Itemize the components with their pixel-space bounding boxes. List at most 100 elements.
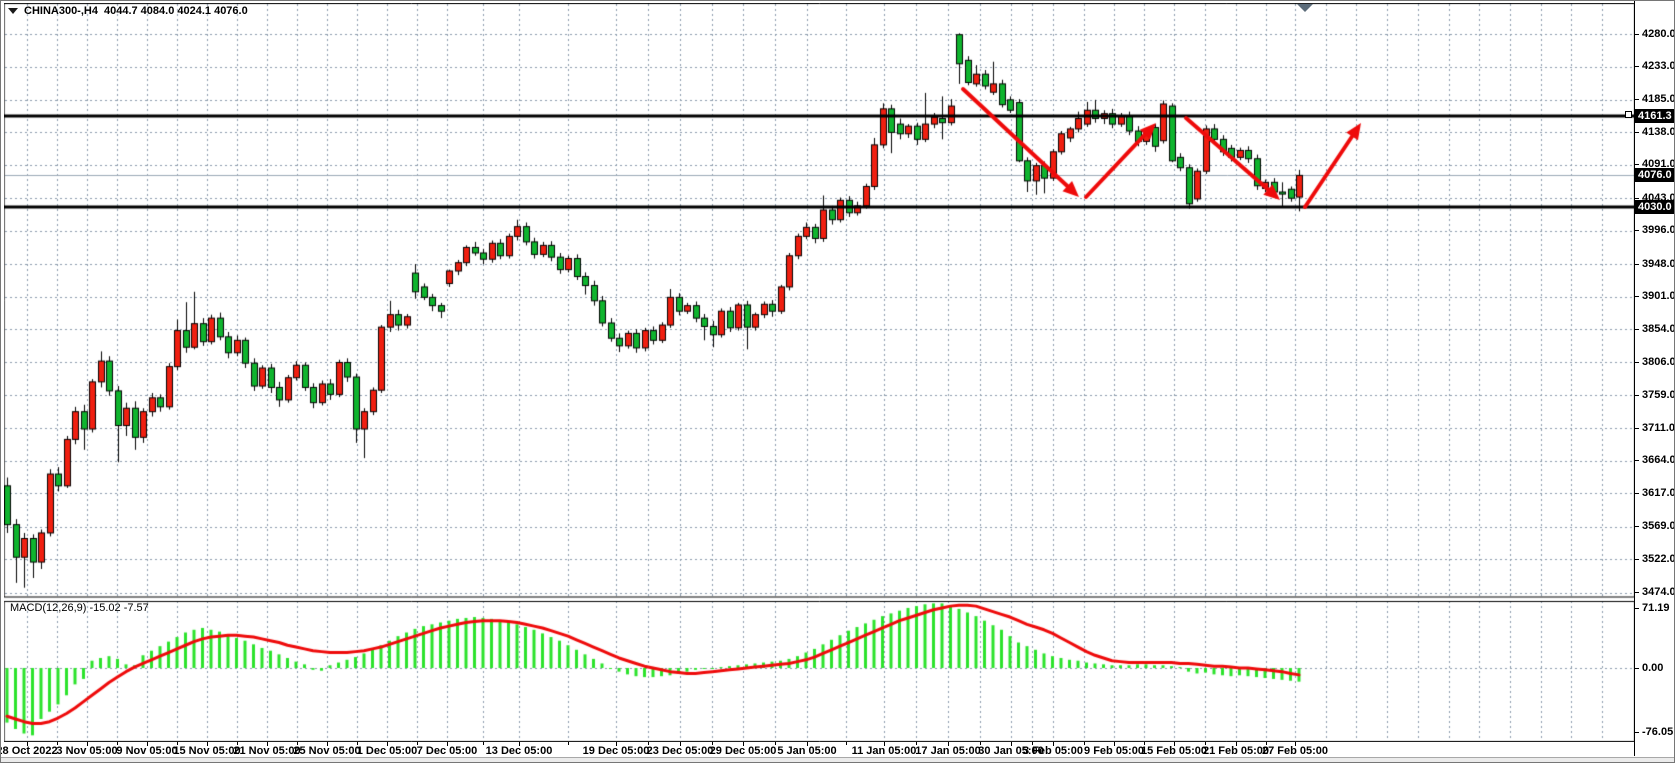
date-axis-tick	[267, 742, 268, 746]
price-axis-label: 4091.0	[1642, 158, 1675, 171]
date-axis-label: 30 Jan 05:00	[978, 745, 1044, 757]
price-axis-tick	[1635, 296, 1639, 298]
price-axis-label: 4233.0	[1642, 60, 1675, 73]
date-axis-tick	[1011, 742, 1012, 746]
date-axis-subtick	[979, 742, 981, 745]
date-axis-tick	[387, 742, 388, 746]
date-axis-subtick	[711, 742, 713, 745]
date-axis-tick	[807, 742, 808, 746]
date-axis-tick	[327, 742, 328, 746]
hline-selection-handle[interactable]	[1625, 111, 1632, 118]
chart-shift-marker-icon[interactable]	[1297, 4, 1313, 12]
date-axis-label: 9 Feb 05:00	[1084, 745, 1144, 757]
price-axis-tick	[1635, 427, 1639, 429]
price-axis-label: 4185.0	[1642, 93, 1675, 106]
date-axis-tick	[1236, 742, 1237, 746]
date-axis-subtick	[237, 742, 238, 745]
price-axis-tick	[1635, 230, 1639, 232]
price-axis-tick	[1635, 361, 1639, 363]
price-axis-tick	[1635, 492, 1639, 494]
price-axis-tick	[1635, 33, 1639, 35]
price-axis-label: 3474.0	[1642, 586, 1675, 599]
date-axis-tick	[616, 742, 617, 746]
price-axis-tick	[1635, 558, 1639, 560]
date-axis-subtick	[417, 742, 418, 745]
date-axis-label: 19 Dec 05:00	[582, 745, 650, 757]
chart-canvas[interactable]	[4, 3, 1635, 742]
date-axis-subtick	[117, 742, 118, 745]
date-axis-label: 3 Feb 05:00	[1023, 745, 1083, 757]
date-axis-tick	[884, 742, 885, 746]
price-axis-tick	[1635, 197, 1639, 199]
date-axis-tick	[1114, 742, 1115, 746]
date-axis-subtick	[483, 742, 484, 745]
price-axis-label: 3617.0	[1642, 486, 1675, 499]
price-tag: 4076.0	[1635, 168, 1674, 183]
macd-axis-tick	[1635, 667, 1639, 669]
date-axis-label: 21 Feb 05:00	[1202, 745, 1270, 757]
price-axis-label: 3948.0	[1642, 257, 1675, 270]
price-axis-label: 3522.0	[1642, 552, 1675, 565]
date-axis-tick	[1295, 742, 1296, 746]
price-axis[interactable]: 4280.0 4233.0 4185.0 4138.0 4091.0 4043.0 3996…	[1634, 1, 1675, 756]
date-axis-label: 9 Nov 05:00	[116, 745, 178, 757]
date-axis-tick	[1053, 742, 1054, 746]
date-axis-subtick	[1205, 742, 1206, 745]
price-axis-tick	[1635, 394, 1639, 396]
date-axis-subtick	[1083, 742, 1085, 745]
date-axis-label: 17 Jan 05:00	[915, 745, 981, 757]
date-axis-subtick	[567, 742, 569, 745]
date-axis-subtick	[297, 742, 298, 745]
date-axis-tick	[519, 742, 520, 746]
date-axis-label: 1 Dec 05:00	[356, 745, 418, 757]
date-axis-tick	[948, 742, 949, 746]
date-axis-subtick	[177, 742, 178, 745]
date-axis-subtick	[845, 742, 847, 745]
date-axis-subtick	[916, 742, 917, 745]
macd-axis-tick	[1635, 731, 1639, 733]
date-axis-subtick	[1265, 742, 1267, 745]
date-axis-label: 25 Nov 05:00	[293, 745, 361, 757]
price-axis-label: 3854.0	[1642, 322, 1675, 335]
price-tag: 4030.0	[1635, 200, 1674, 215]
date-axis-subtick	[648, 742, 649, 745]
date-axis-label: 13 Dec 05:00	[485, 745, 553, 757]
date-axis-tick	[447, 742, 448, 746]
date-axis-label: 29 Dec 05:00	[709, 745, 777, 757]
price-axis-label: 3806.0	[1642, 355, 1675, 368]
date-axis-label: 7 Dec 05:00	[416, 745, 478, 757]
date-axis-subtick	[775, 742, 776, 745]
price-axis-tick	[1635, 328, 1639, 330]
date-axis-label: 15 Nov 05:00	[173, 745, 241, 757]
chart-title: CHINA300-,H4 4044.7 4084.0 4024.1 4076.0	[8, 5, 248, 17]
macd-axis-tick	[1635, 607, 1639, 609]
date-axis-label: 3 Nov 05:00	[56, 745, 118, 757]
price-axis-label: 3759.0	[1642, 388, 1675, 401]
price-axis-tick	[1635, 526, 1639, 528]
date-axis-label: 27 Feb 05:00	[1261, 745, 1329, 757]
date-axis[interactable]: 28 Oct 2022 3 Nov 05:00 9 Nov 05:00 15 Nov …	[1, 742, 1634, 757]
chart-ohlc-values: 4044.7 4084.0 4024.1 4076.0	[103, 5, 248, 17]
date-axis-label: 11 Jan 05:00	[851, 745, 917, 757]
date-axis-label: 23 Dec 05:00	[646, 745, 714, 757]
price-axis-label: 4138.0	[1642, 125, 1675, 138]
macd-indicator-label: MACD(12,26,9) -15.02 -7.57	[10, 602, 149, 614]
symbol-dropdown-icon[interactable]	[8, 8, 18, 14]
price-axis-tick	[1635, 592, 1639, 594]
date-axis-label: 15 Feb 05:00	[1140, 745, 1208, 757]
date-axis-tick	[743, 742, 744, 746]
price-tag: 4161.3	[1635, 109, 1674, 124]
chart-symbol-period: CHINA300-,H4	[24, 5, 98, 17]
macd-axis-label: -76.05	[1642, 725, 1674, 738]
date-axis-subtick	[1032, 742, 1033, 745]
price-axis-tick	[1635, 263, 1639, 265]
price-axis-label: 3901.0	[1642, 290, 1675, 303]
price-axis-label: 3569.0	[1642, 520, 1675, 533]
price-axis-tick	[1635, 131, 1639, 133]
price-axis-label: 4280.0	[1642, 27, 1675, 40]
price-axis-label: 3664.0	[1642, 454, 1675, 467]
price-axis-label: 3996.0	[1642, 224, 1675, 237]
macd-axis-label: 71.19	[1642, 601, 1670, 614]
price-axis-tick	[1635, 99, 1639, 101]
